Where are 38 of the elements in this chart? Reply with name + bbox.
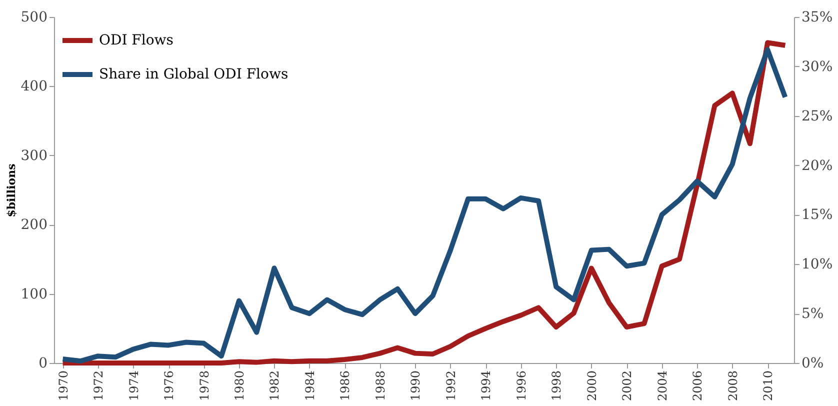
x-tick-label: 1972	[92, 370, 106, 402]
y-tick-label: 500	[20, 10, 48, 26]
y2-tick-label: 15%	[802, 207, 833, 224]
y2-tick-label: 5%	[802, 306, 824, 322]
y-tick-label: 300	[20, 148, 48, 164]
x-tick-label: 1970	[56, 370, 70, 402]
y-axis-title: $billions	[4, 164, 18, 218]
x-tick-label: 1980	[232, 370, 246, 402]
x-tick-label: 2006	[690, 370, 705, 402]
y-tick-label: 400	[20, 78, 48, 95]
x-tick-label: 2000	[584, 370, 599, 402]
x-tick-label: 1996	[514, 370, 528, 402]
x-tick-label: 1986	[338, 370, 352, 402]
x-tick-label: 2002	[620, 370, 634, 402]
x-tick-label: 1998	[550, 370, 564, 402]
y2-tick-label: 35%	[802, 10, 833, 26]
legend-label: Share in Global ODI Flows	[99, 66, 288, 82]
y-tick-label: 0	[38, 356, 48, 372]
x-tick-label: 2004	[655, 370, 670, 402]
y-tick-label: 200	[20, 217, 48, 234]
x-tick-label: 1988	[373, 370, 388, 402]
x-tick-label: 1984	[302, 370, 317, 402]
x-tick-label: 1978	[197, 370, 212, 402]
y2-tick-label: 10%	[802, 256, 833, 273]
x-tick-label: 1974	[126, 370, 141, 402]
legend-label: ODI Flows	[99, 32, 174, 48]
x-tick-label: 2008	[726, 370, 740, 402]
x-tick-label: 2010	[761, 370, 776, 402]
y2-tick-label: 25%	[802, 108, 833, 124]
x-tick-label: 1990	[408, 370, 423, 402]
y2-tick-label: 30%	[802, 58, 833, 75]
x-tick-label: 1976	[162, 370, 176, 402]
x-tick-label: 1992	[444, 370, 458, 402]
y2-tick-label: 0%	[802, 356, 824, 372]
y2-tick-label: 20%	[802, 158, 833, 174]
x-tick-label: 1994	[479, 370, 494, 402]
y-tick-label: 100	[20, 286, 48, 302]
x-tick-label: 1982	[268, 370, 282, 402]
